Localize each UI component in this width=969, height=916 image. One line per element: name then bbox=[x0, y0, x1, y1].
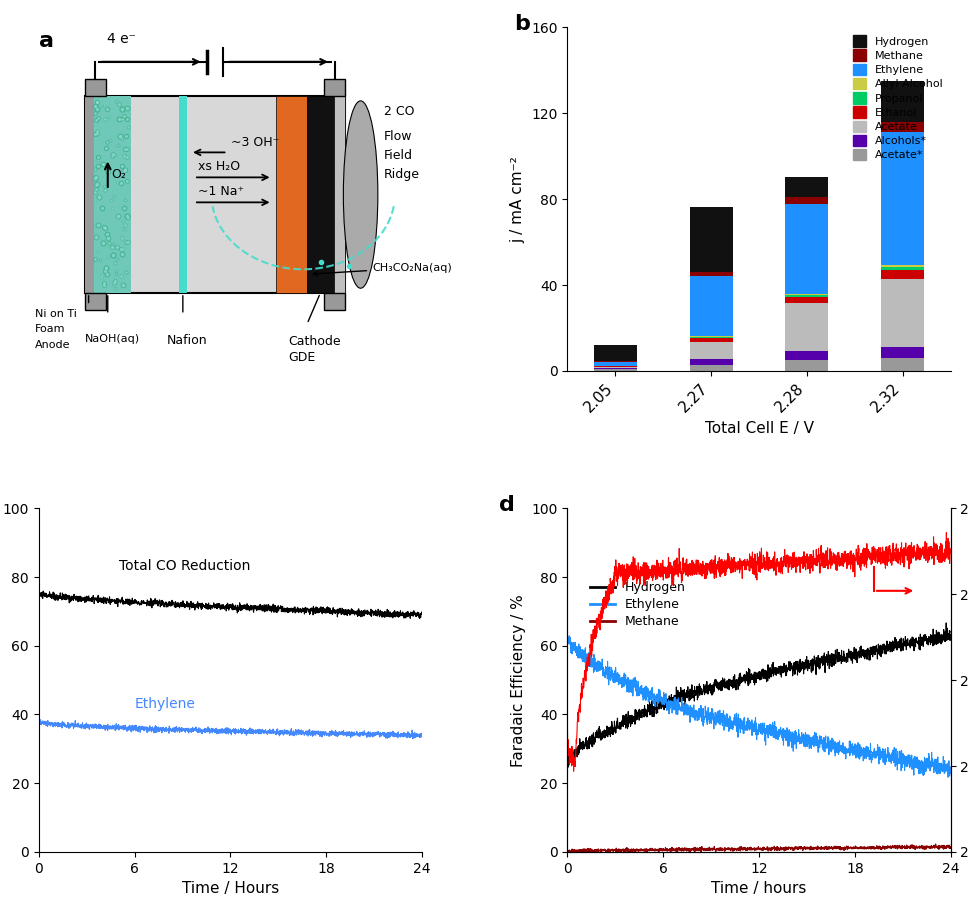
Bar bbox=[593, 363, 637, 365]
Legend: Hydrogen, Ethylene, Methane: Hydrogen, Ethylene, Methane bbox=[584, 576, 690, 633]
Text: Cathode: Cathode bbox=[288, 335, 340, 348]
Bar bbox=[84, 79, 106, 96]
X-axis label: Time / hours: Time / hours bbox=[710, 881, 806, 896]
Text: CH₃CO₂Na(aq): CH₃CO₂Na(aq) bbox=[313, 263, 452, 276]
Bar bbox=[880, 132, 923, 265]
Bar bbox=[880, 270, 923, 278]
Text: Ridge: Ridge bbox=[383, 168, 420, 180]
Bar bbox=[880, 267, 923, 270]
Text: Flow: Flow bbox=[383, 130, 412, 143]
Bar bbox=[785, 360, 828, 371]
Bar bbox=[785, 295, 828, 297]
Text: b: b bbox=[514, 14, 529, 34]
Bar bbox=[880, 358, 923, 371]
Bar bbox=[306, 96, 333, 293]
Legend: Hydrogen, Methane, Ethylene, Allyl Alcohol, Propanol, Ethanol, Acetate, Alcohols: Hydrogen, Methane, Ethylene, Allyl Alcoh… bbox=[850, 33, 944, 163]
Bar bbox=[593, 366, 637, 367]
Bar bbox=[84, 96, 131, 293]
Bar bbox=[689, 276, 732, 336]
Bar bbox=[880, 347, 923, 358]
Bar bbox=[785, 297, 828, 303]
Bar bbox=[689, 271, 732, 276]
Bar bbox=[880, 278, 923, 347]
Bar bbox=[785, 294, 828, 295]
Text: Total CO Reduction: Total CO Reduction bbox=[118, 559, 250, 573]
Y-axis label: j / mA cm⁻²: j / mA cm⁻² bbox=[511, 156, 525, 243]
Bar bbox=[178, 96, 187, 293]
Text: ~3 OH⁻: ~3 OH⁻ bbox=[231, 136, 279, 149]
Bar bbox=[593, 367, 637, 369]
Bar bbox=[785, 203, 828, 294]
Bar bbox=[276, 96, 306, 293]
Text: Foam: Foam bbox=[35, 324, 65, 334]
Text: xs H₂O: xs H₂O bbox=[198, 159, 239, 173]
Bar bbox=[84, 96, 345, 293]
Bar bbox=[785, 303, 828, 351]
Bar bbox=[324, 79, 345, 96]
Text: 2 CO: 2 CO bbox=[383, 105, 414, 118]
X-axis label: Total Cell E / V: Total Cell E / V bbox=[703, 420, 813, 436]
Bar bbox=[785, 177, 828, 197]
Bar bbox=[689, 207, 732, 271]
Text: d: d bbox=[498, 495, 514, 515]
Bar bbox=[689, 365, 732, 371]
Bar bbox=[593, 345, 637, 361]
Bar bbox=[593, 361, 637, 363]
Bar bbox=[324, 293, 345, 311]
Bar bbox=[593, 369, 637, 371]
Text: O₂: O₂ bbox=[111, 168, 126, 180]
Bar bbox=[880, 265, 923, 267]
Bar bbox=[689, 359, 732, 365]
Bar bbox=[785, 197, 828, 203]
Text: Anode: Anode bbox=[35, 340, 71, 350]
Ellipse shape bbox=[343, 101, 378, 289]
X-axis label: Time / Hours: Time / Hours bbox=[181, 881, 279, 896]
Y-axis label: Faradaic Efficiency / %: Faradaic Efficiency / % bbox=[511, 594, 525, 767]
Text: Ni on Ti: Ni on Ti bbox=[35, 309, 77, 319]
Bar bbox=[333, 96, 345, 293]
Bar bbox=[785, 351, 828, 360]
Text: Field: Field bbox=[383, 149, 412, 162]
Bar bbox=[689, 337, 732, 338]
Bar bbox=[84, 293, 106, 311]
Text: 4 e⁻: 4 e⁻ bbox=[107, 32, 136, 46]
Bar bbox=[880, 122, 923, 132]
Bar bbox=[84, 96, 94, 293]
Text: a: a bbox=[39, 30, 53, 50]
Text: Nafion: Nafion bbox=[167, 333, 207, 346]
Text: Ethylene: Ethylene bbox=[135, 696, 195, 711]
Text: NaOH(aq): NaOH(aq) bbox=[84, 333, 140, 344]
Text: GDE: GDE bbox=[288, 351, 315, 364]
Text: ~1 Na⁺: ~1 Na⁺ bbox=[198, 185, 243, 198]
Bar bbox=[689, 342, 732, 359]
Bar bbox=[880, 82, 923, 122]
Bar bbox=[689, 338, 732, 342]
